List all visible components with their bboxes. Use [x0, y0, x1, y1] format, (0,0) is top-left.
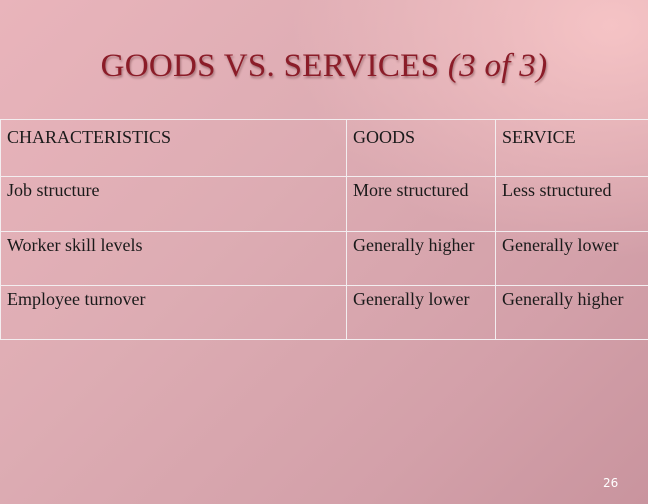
table-header-row: CHARACTERISTICS GOODS SERVICE: [0, 119, 648, 177]
row-label: Job structure: [0, 176, 347, 232]
goods-cell: More structured: [346, 176, 496, 232]
title-main: GOODS VS. SERVICES: [100, 48, 440, 84]
goods-cell: Generally lower: [346, 285, 496, 340]
header-goods: GOODS: [346, 119, 496, 177]
row-label: Worker skill levels: [0, 231, 347, 286]
table-row: Employee turnover Generally lower Genera…: [0, 285, 648, 340]
table-row: Job structure More structured Less struc…: [0, 176, 648, 232]
goods-cell: Generally higher: [346, 231, 496, 286]
title-subtitle: (3 of 3): [447, 48, 548, 84]
service-cell: Generally higher: [495, 285, 648, 340]
header-characteristics: CHARACTERISTICS: [0, 119, 347, 177]
row-label: Employee turnover: [0, 285, 347, 340]
slide-title: GOODS VS. SERVICES (3 of 3): [0, 48, 648, 85]
header-service: SERVICE: [495, 119, 648, 177]
service-cell: Less structured: [495, 176, 648, 232]
page-number: 26: [603, 476, 619, 490]
table-row: Worker skill levels Generally higher Gen…: [0, 231, 648, 286]
service-cell: Generally lower: [495, 231, 648, 286]
comparison-table: CHARACTERISTICS GOODS SERVICE Job struct…: [0, 119, 648, 340]
